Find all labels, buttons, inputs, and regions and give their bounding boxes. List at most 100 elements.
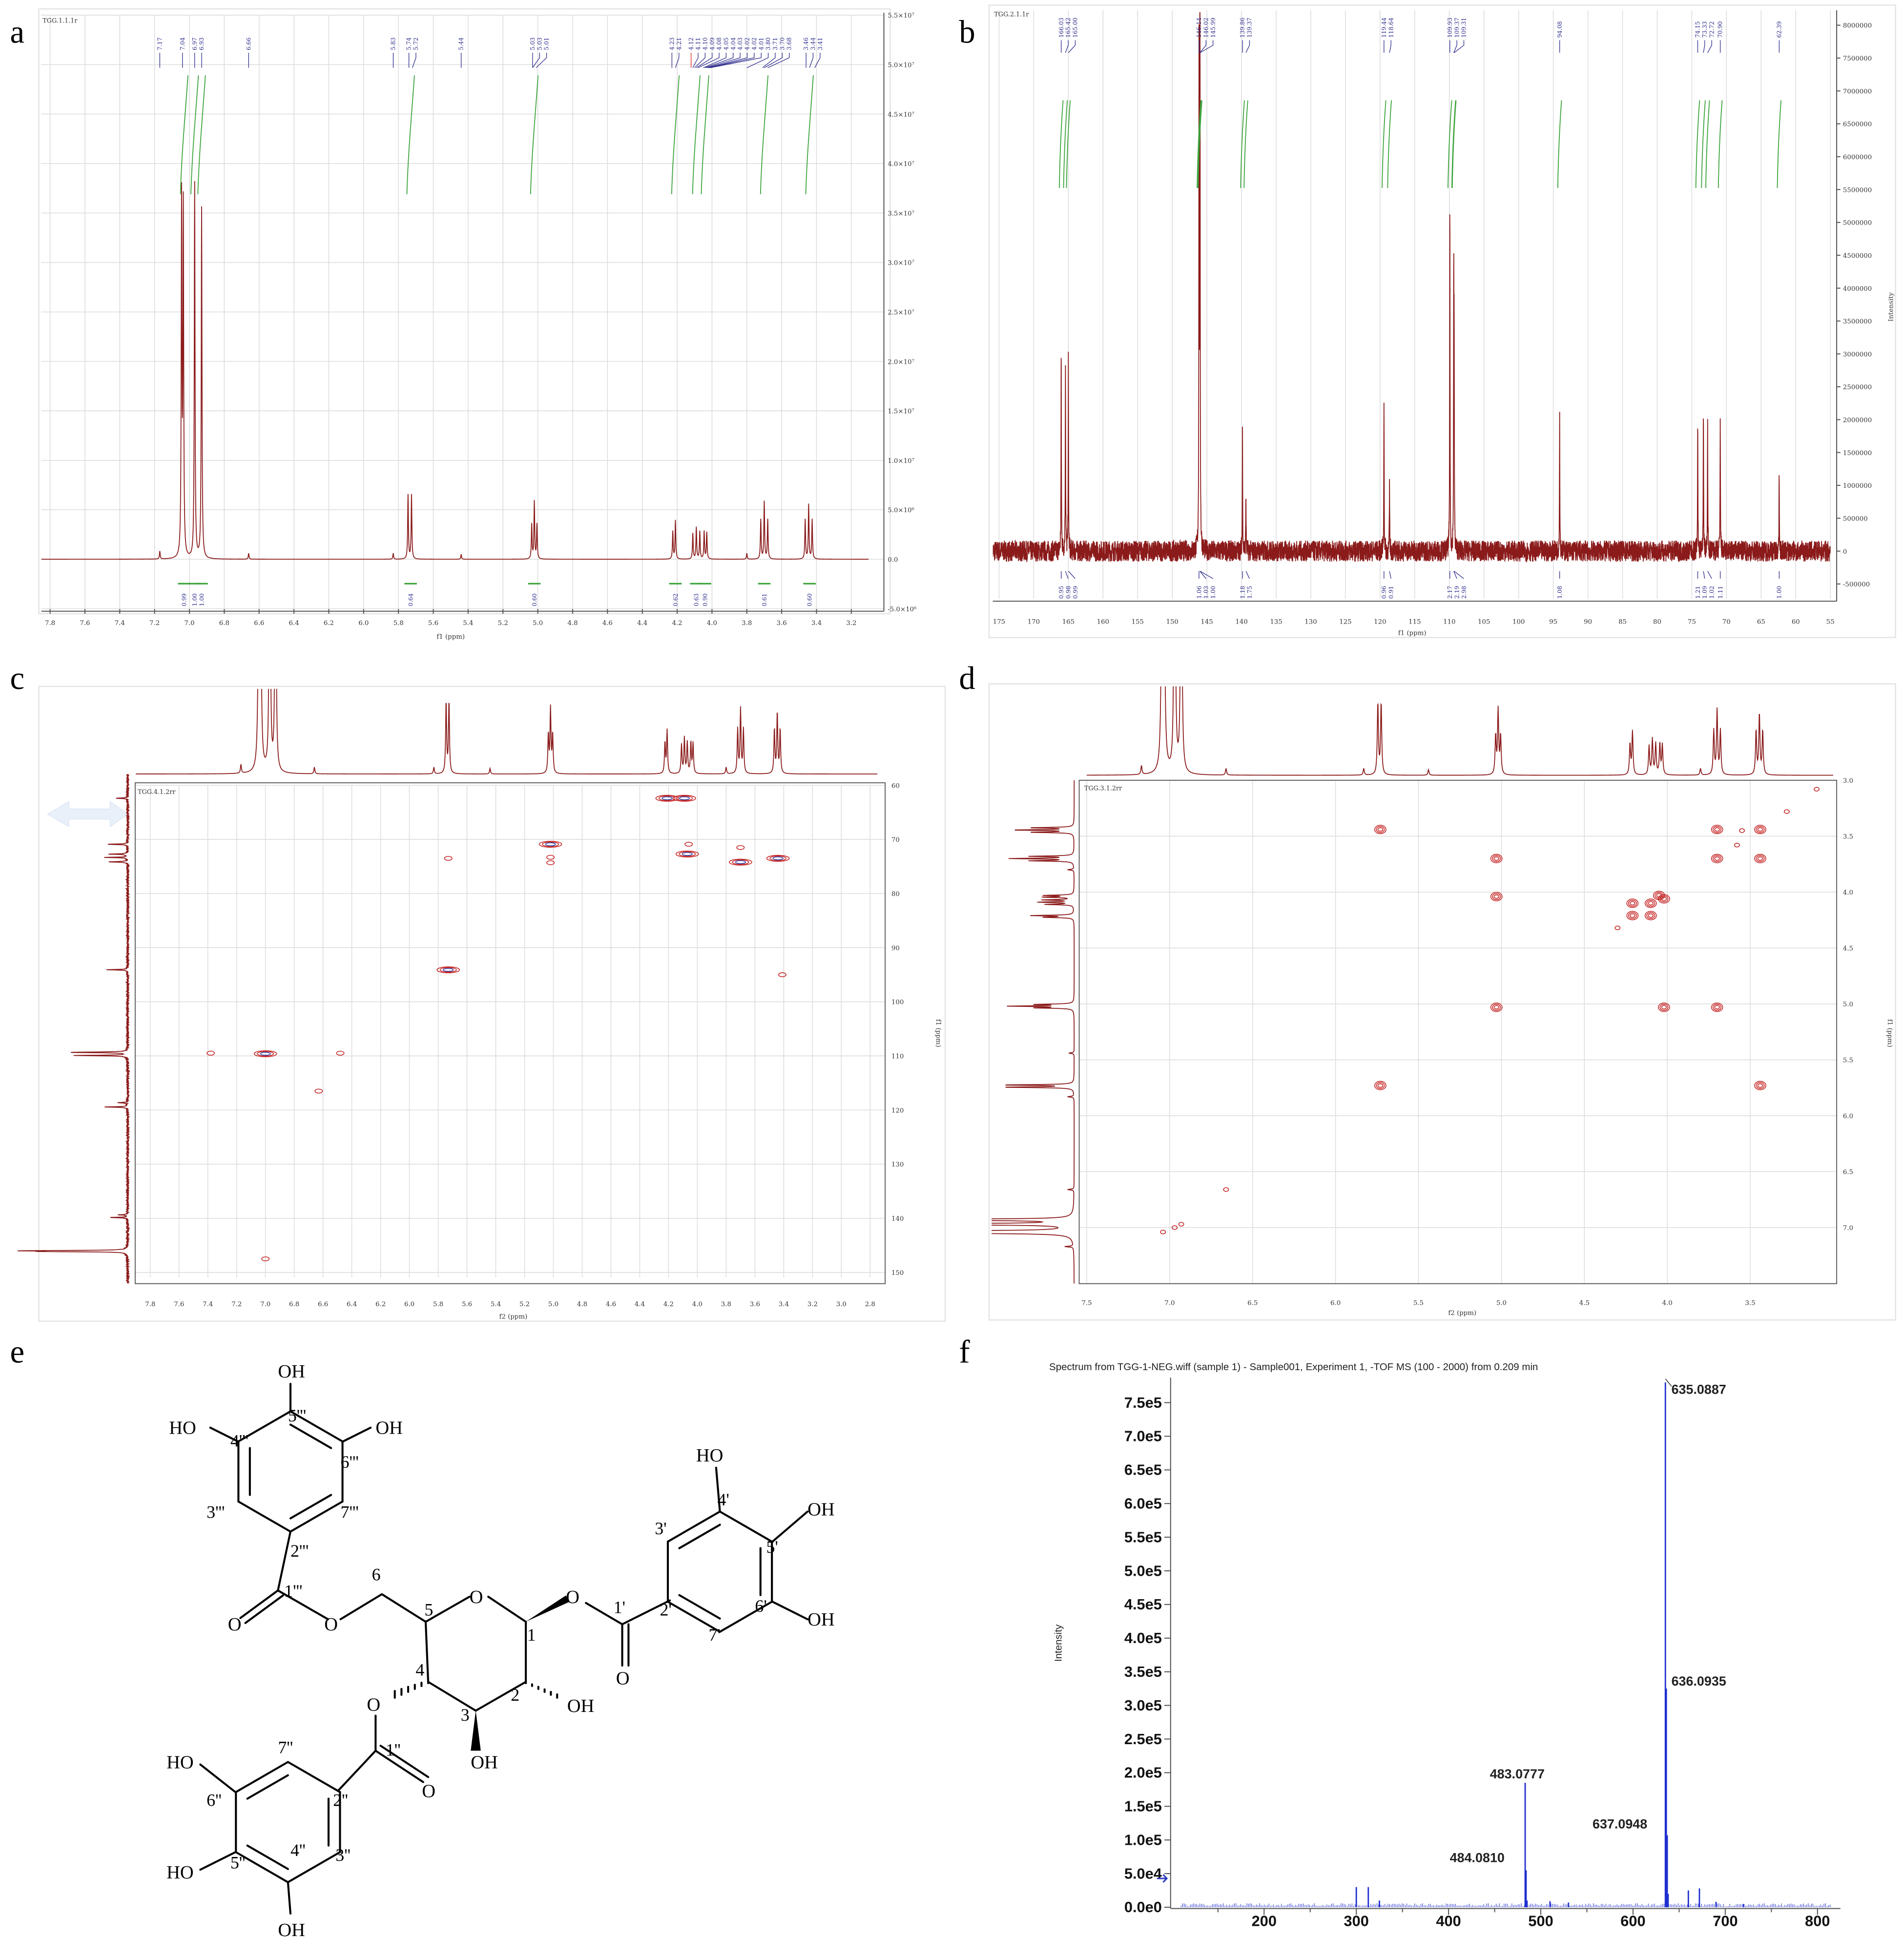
y-axis-label: Intensity bbox=[1887, 292, 1895, 321]
x-tick-label: 400 bbox=[1436, 1912, 1461, 1929]
bond bbox=[719, 1510, 773, 1543]
panel-label-f: f bbox=[959, 1334, 970, 1370]
cross-peak bbox=[1614, 925, 1621, 930]
peak-label: 6.93 bbox=[198, 38, 205, 50]
bond bbox=[235, 1851, 289, 1883]
peak-leader-line bbox=[675, 53, 680, 68]
x-tick-label: 150 bbox=[1166, 618, 1178, 626]
cross-peak bbox=[253, 1050, 277, 1057]
cross-peak bbox=[1714, 856, 1720, 861]
integral-value: 1.75 bbox=[1246, 586, 1253, 599]
y-tick-label: 4500000 bbox=[1843, 252, 1872, 260]
cross-peak bbox=[1734, 843, 1740, 848]
peak-label: 139.37 bbox=[1246, 18, 1253, 38]
y-tick-label: 7.0e5 bbox=[1124, 1428, 1162, 1445]
y-tick-label: 140 bbox=[891, 1215, 904, 1223]
x-tick-label: 7.0 bbox=[184, 620, 194, 627]
bond bbox=[287, 1851, 341, 1883]
x-tick-label: 5.0 bbox=[533, 620, 543, 627]
cross-peak bbox=[257, 1051, 274, 1057]
x-tick-label: 170 bbox=[1028, 618, 1040, 626]
cross-peak bbox=[1659, 895, 1669, 902]
integral-value: 0.99 bbox=[1072, 586, 1079, 599]
structure-label: 4''' bbox=[230, 1431, 248, 1450]
structure-label: OH bbox=[278, 1361, 305, 1382]
bond bbox=[277, 1589, 329, 1621]
cross-peak bbox=[1492, 893, 1501, 900]
peak-label: 109.31 bbox=[1461, 18, 1468, 38]
peak-label: 3.71 bbox=[772, 38, 779, 50]
y-tick-label: 4.0×10⁷ bbox=[888, 161, 914, 168]
panel-a-frame bbox=[38, 8, 891, 615]
peak-label: 4.08 bbox=[716, 38, 723, 50]
bond bbox=[719, 1601, 773, 1633]
cross-peak bbox=[769, 855, 787, 861]
peak-leader-line bbox=[814, 53, 821, 68]
peak-label: 3.44 bbox=[810, 38, 817, 50]
cross-peak bbox=[1757, 827, 1763, 832]
bond bbox=[239, 1589, 279, 1619]
double-arrow-icon bbox=[46, 801, 128, 828]
structure-label: O bbox=[566, 1587, 579, 1607]
y-tick-label: 6000000 bbox=[1843, 154, 1872, 161]
cross-peak bbox=[1754, 1081, 1766, 1090]
y-tick-label: 3.5e5 bbox=[1124, 1663, 1162, 1680]
x-tick-label: 7.6 bbox=[80, 620, 90, 627]
cross-peak bbox=[1661, 1005, 1667, 1010]
cross-peak bbox=[1490, 854, 1503, 863]
structure-label: 2' bbox=[660, 1600, 671, 1619]
peak-label: 5.03 bbox=[529, 38, 536, 50]
cross-peak bbox=[1655, 892, 1664, 899]
y-tick-label: 1.0×10⁷ bbox=[888, 458, 914, 465]
peak-leader-line bbox=[698, 53, 720, 68]
cross-peak bbox=[662, 796, 673, 800]
structure-label: 2'' bbox=[333, 1790, 348, 1810]
x-tick-label: 3.2 bbox=[807, 1301, 818, 1308]
integral-leader bbox=[1707, 571, 1712, 579]
peak-label: 4.03 bbox=[737, 38, 744, 50]
cross-peak bbox=[1160, 1230, 1166, 1234]
cross-peak bbox=[444, 855, 453, 861]
y-tick-label: 80 bbox=[891, 891, 900, 898]
peak-label: 4.01 bbox=[758, 38, 765, 50]
peak-label: 4.09 bbox=[709, 38, 716, 50]
peak-label: 635.0887 bbox=[1672, 1382, 1726, 1397]
integral-curve bbox=[760, 75, 769, 194]
integral-value: 0.60 bbox=[531, 593, 538, 606]
peak-leader-line bbox=[704, 53, 734, 68]
integral-curve bbox=[197, 75, 206, 194]
cross-peak bbox=[260, 1052, 271, 1056]
peak-leader-line bbox=[764, 53, 783, 68]
peak-label: 166.03 bbox=[1058, 18, 1065, 38]
integral-curve bbox=[1197, 100, 1201, 188]
x-tick-label: 5.0 bbox=[1496, 1299, 1507, 1307]
integral-value: 0.96 bbox=[1381, 586, 1387, 599]
peak-label: 5.44 bbox=[458, 38, 465, 50]
cross-peak bbox=[1490, 1002, 1503, 1012]
y-tick-label: 7.5e5 bbox=[1124, 1394, 1162, 1411]
cross-peak bbox=[261, 1256, 270, 1261]
peak-label: 4.11 bbox=[695, 38, 702, 50]
cross-peak bbox=[655, 794, 679, 802]
cross-peak bbox=[772, 856, 784, 860]
bond bbox=[337, 1750, 377, 1792]
x-tick-label: 105 bbox=[1478, 618, 1490, 626]
cross-peak bbox=[436, 966, 460, 974]
cross-peak bbox=[673, 794, 696, 802]
cross-peak bbox=[1377, 827, 1384, 832]
integral-value: 0.62 bbox=[672, 593, 679, 606]
y-tick-label: -500000 bbox=[1843, 581, 1870, 588]
spectrum-trace bbox=[993, 12, 1831, 563]
integral-value: 0.63 bbox=[693, 593, 700, 606]
y-tick-label: 5.5e5 bbox=[1124, 1528, 1162, 1545]
bond bbox=[244, 1594, 284, 1624]
peak-label: 73.33 bbox=[1701, 21, 1708, 38]
y-tick-label: 4000000 bbox=[1843, 285, 1872, 292]
cross-peak bbox=[538, 841, 562, 848]
integral-leader bbox=[1454, 571, 1464, 579]
panel-f-mass-spectrum: Spectrum from TGG-1-NEG.wiff (sample 1) … bbox=[1049, 1361, 1841, 1929]
cross-peak bbox=[1648, 913, 1654, 918]
integral-curve bbox=[1382, 100, 1386, 188]
integral-value: 2.98 bbox=[1461, 586, 1468, 599]
structure-label: 1 bbox=[527, 1625, 536, 1645]
